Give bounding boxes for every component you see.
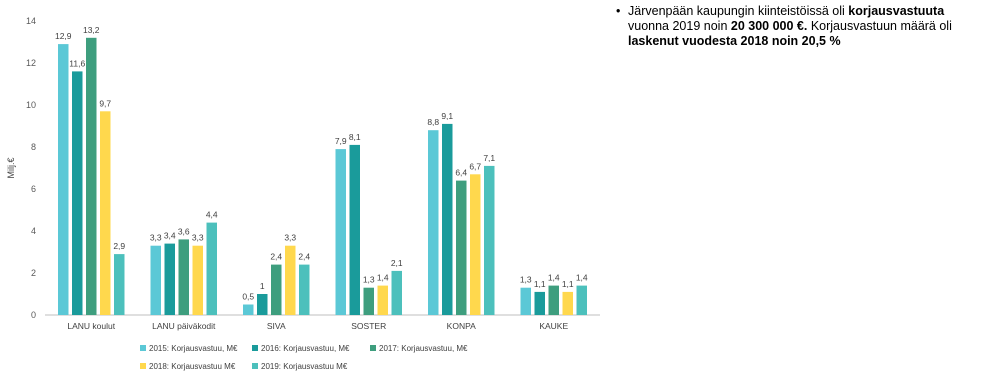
note-text-3: Korjausvastuun määrä oli bbox=[807, 19, 952, 33]
data-label: 3,3 bbox=[150, 233, 162, 243]
data-label: 1,3 bbox=[520, 275, 532, 285]
x-category-label: LANU päiväkodit bbox=[152, 321, 216, 331]
legend-swatch bbox=[140, 345, 146, 351]
bar bbox=[178, 239, 189, 315]
y-tick-label: 10 bbox=[26, 100, 36, 110]
bar bbox=[391, 270, 402, 315]
summary-text: Järvenpään kaupungin kiinteistöissä oli … bbox=[628, 4, 986, 49]
data-label: 1,4 bbox=[377, 273, 389, 283]
data-label: 1,3 bbox=[363, 275, 375, 285]
data-label: 3,3 bbox=[284, 233, 296, 243]
data-label: 3,6 bbox=[178, 226, 190, 236]
bar bbox=[72, 71, 83, 316]
bar bbox=[576, 285, 587, 315]
data-label: 8,8 bbox=[427, 117, 439, 127]
bar bbox=[150, 245, 161, 315]
bar bbox=[456, 180, 467, 315]
note-text-1: Järvenpään kaupungin kiinteistöissä oli bbox=[628, 4, 849, 18]
legend-label: 2017: Korjausvastuu, M€ bbox=[379, 344, 468, 353]
legend-swatch bbox=[252, 345, 258, 351]
legend-label: 2018: Korjausvastuu M€ bbox=[149, 362, 236, 371]
y-tick-label: 12 bbox=[26, 58, 36, 68]
bar bbox=[285, 245, 296, 315]
bar bbox=[271, 264, 282, 315]
bar-chart: 0 2 4 6 8 10 12 14 Milj.€ LANU koulut LANU päiväko… bbox=[6, 16, 600, 371]
bullet-marker: • bbox=[616, 4, 621, 18]
data-label: 13,2 bbox=[83, 25, 100, 35]
note-bold-2: 20 300 000 €. bbox=[730, 19, 808, 33]
legend-swatch bbox=[370, 345, 376, 351]
note-bold-1: korjausvastuuta bbox=[848, 4, 945, 18]
bar bbox=[192, 245, 203, 315]
x-category-label: KONPA bbox=[447, 321, 476, 331]
data-label: 4,4 bbox=[206, 210, 218, 220]
x-category-label: SOSTER bbox=[351, 321, 386, 331]
bar bbox=[58, 44, 69, 315]
data-label: 1 bbox=[260, 281, 265, 291]
y-tick-label: 8 bbox=[31, 142, 36, 152]
data-label: 11,6 bbox=[69, 58, 85, 68]
y-tick-label: 4 bbox=[31, 226, 36, 236]
bar bbox=[257, 294, 268, 315]
note-bold-3: laskenut vuodesta 2018 noin 20,5 % bbox=[628, 34, 841, 48]
data-label: 2,4 bbox=[270, 252, 282, 262]
y-tick-label: 2 bbox=[31, 268, 36, 278]
x-category-label: SIVA bbox=[267, 321, 286, 331]
data-label: 2,4 bbox=[298, 252, 310, 262]
bar bbox=[164, 243, 175, 315]
legend-label: 2016: Korjausvastuu, M€ bbox=[261, 344, 350, 353]
x-category-label: LANU koulut bbox=[67, 321, 115, 331]
chart-data-labels: 12,911,613,29,72,93,3 3,4 3,63,34,40,512,4… bbox=[55, 25, 588, 302]
data-label: 6,7 bbox=[469, 161, 481, 171]
bar bbox=[349, 144, 360, 315]
bar bbox=[442, 123, 453, 316]
data-label: 0,5 bbox=[242, 292, 254, 302]
bar bbox=[562, 291, 573, 315]
y-tick-label: 6 bbox=[31, 184, 36, 194]
bar bbox=[243, 304, 254, 315]
bar bbox=[470, 174, 481, 315]
x-category-label: KAUKE bbox=[539, 321, 568, 331]
data-label: 3,4 bbox=[164, 231, 176, 241]
data-label: 1,1 bbox=[562, 279, 574, 289]
bar bbox=[548, 285, 559, 315]
legend-swatch bbox=[252, 363, 258, 369]
y-axis-label: Milj.€ bbox=[6, 157, 16, 178]
data-label: 2,9 bbox=[113, 241, 125, 251]
data-label: 1,4 bbox=[576, 273, 588, 283]
bar bbox=[114, 254, 125, 315]
data-label: 1,4 bbox=[548, 273, 560, 283]
legend-swatch bbox=[140, 363, 146, 369]
summary-note: • Järvenpään kaupungin kiinteistöissä ol… bbox=[616, 4, 986, 49]
chart-legend: 2015: Korjausvastuu, M€ 2016: Korjausvast… bbox=[140, 344, 468, 371]
chart-bars bbox=[58, 37, 587, 316]
data-label: 7,1 bbox=[483, 153, 495, 163]
bar bbox=[377, 285, 388, 315]
bar bbox=[363, 287, 374, 315]
data-label: 12,9 bbox=[55, 31, 72, 41]
data-label: 7,9 bbox=[335, 136, 347, 146]
bar bbox=[520, 287, 531, 315]
bar bbox=[206, 222, 217, 315]
bar bbox=[335, 149, 346, 315]
data-label: 1,1 bbox=[534, 279, 546, 289]
y-tick-label: 14 bbox=[26, 16, 36, 26]
bar bbox=[86, 37, 97, 316]
bar bbox=[100, 111, 111, 315]
bar bbox=[428, 130, 439, 315]
data-label: 6,4 bbox=[455, 168, 467, 178]
legend-label: 2015: Korjausvastuu, M€ bbox=[149, 344, 238, 353]
bar bbox=[484, 165, 495, 315]
data-label: 8,1 bbox=[349, 132, 361, 142]
data-label: 9,7 bbox=[99, 98, 111, 108]
y-tick-label: 0 bbox=[31, 310, 36, 320]
data-label: 9,1 bbox=[441, 111, 453, 121]
legend-label: 2019: Korjausvastuu M€ bbox=[261, 362, 348, 371]
bar bbox=[299, 264, 310, 315]
chart-axes: 0 2 4 6 8 10 12 14 Milj.€ LANU koulut LANU päiväko… bbox=[6, 16, 600, 331]
bar bbox=[534, 291, 545, 315]
note-text-2: vuonna 2019 noin bbox=[628, 19, 731, 33]
data-label: 3,3 bbox=[192, 233, 204, 243]
data-label: 2,1 bbox=[391, 258, 403, 268]
